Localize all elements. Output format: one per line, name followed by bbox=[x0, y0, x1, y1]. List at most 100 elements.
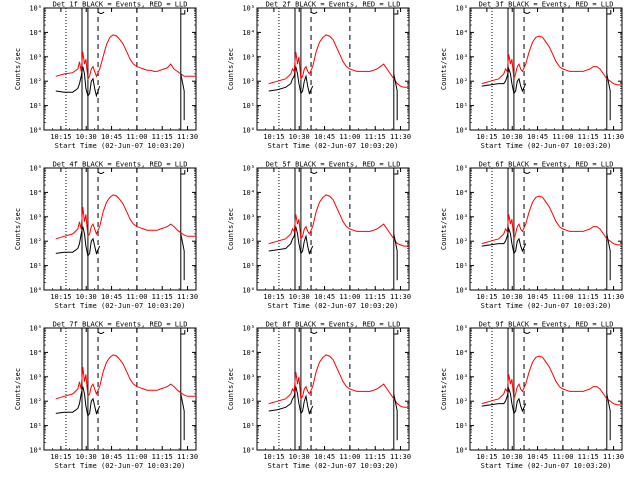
x-tick-label: 11:15 bbox=[578, 293, 599, 301]
lld-series-line bbox=[268, 194, 409, 247]
y-tick-label: 10¹ bbox=[29, 262, 42, 270]
x-tick-label: 10:30 bbox=[289, 293, 310, 301]
events-series-line bbox=[268, 226, 314, 255]
chart-svg: Det 6f BLACK = Events, RED = LLD 10⁰ 10¹ 10… bbox=[440, 161, 624, 311]
night-glyph bbox=[180, 170, 186, 175]
y-tick-label: 10² bbox=[455, 78, 468, 86]
lld-series-line bbox=[481, 355, 622, 406]
y-tick-label: 10³ bbox=[29, 53, 42, 61]
x-tick-label: 10:30 bbox=[76, 293, 97, 301]
events-series-line bbox=[481, 387, 527, 415]
x-axis-label: Start Time (02-Jun-07 10:03:20) bbox=[268, 302, 399, 310]
y-tick-label: 10¹ bbox=[455, 422, 468, 430]
y-axis-label: Counts/sec bbox=[440, 48, 448, 90]
chart-title: Det 9f BLACK = Events, RED = LLD bbox=[479, 321, 614, 329]
y-tick-label: 10³ bbox=[455, 53, 468, 61]
detector-panel: Det 6f BLACK = Events, RED = LLD 10⁰ 10¹ 10… bbox=[426, 160, 639, 320]
y-tick-label: 10⁴ bbox=[29, 349, 42, 357]
x-axis-label: Start Time (02-Jun-07 10:03:20) bbox=[55, 462, 186, 470]
y-tick-label: 10¹ bbox=[242, 262, 255, 270]
chart-svg: Det 4f BLACK = Events, RED = LLD 10⁰ 10¹ 10… bbox=[14, 161, 198, 311]
y-tick-label: 10³ bbox=[242, 213, 255, 221]
x-tick-label: 10:30 bbox=[502, 133, 523, 141]
x-tick-label: 11:30 bbox=[177, 133, 198, 141]
events-series-line bbox=[55, 386, 101, 418]
plot-frame bbox=[43, 167, 197, 291]
x-tick-label: 10:15 bbox=[50, 133, 71, 141]
y-tick-label: 10² bbox=[242, 78, 255, 86]
x-tick-label: 10:45 bbox=[527, 293, 548, 301]
x-tick-label: 10:45 bbox=[314, 133, 335, 141]
x-tick-label: 11:00 bbox=[339, 293, 360, 301]
detector-panel: Det 4f BLACK = Events, RED = LLD 10⁰ 10¹ 10… bbox=[0, 160, 213, 320]
y-tick-label: 10⁴ bbox=[455, 189, 468, 197]
y-tick-label: 10⁰ bbox=[29, 127, 42, 135]
x-tick-label: 10:45 bbox=[101, 133, 122, 141]
events-tail-segment bbox=[393, 73, 398, 121]
y-tick-label: 10⁰ bbox=[242, 287, 255, 295]
y-tick-label: 10² bbox=[29, 78, 42, 86]
y-tick-label: 10⁴ bbox=[29, 29, 42, 37]
x-tick-label: 10:30 bbox=[289, 133, 310, 141]
x-tick-label: 10:15 bbox=[263, 293, 284, 301]
plot-frame bbox=[43, 327, 197, 451]
x-tick-label: 10:30 bbox=[76, 453, 97, 461]
x-axis-label: Start Time (02-Jun-07 10:03:20) bbox=[268, 142, 399, 150]
events-tail-segment bbox=[180, 73, 185, 121]
chart-svg: Det 2f BLACK = Events, RED = LLD 10⁰ 10¹ 10… bbox=[227, 1, 411, 151]
detector-panel: Det 2f BLACK = Events, RED = LLD 10⁰ 10¹ 10… bbox=[213, 0, 426, 160]
events-tail-segment bbox=[606, 73, 611, 121]
lld-series-line bbox=[55, 194, 196, 240]
night-glyph bbox=[606, 330, 612, 335]
lld-series-line bbox=[55, 354, 196, 400]
y-tick-label: 10² bbox=[455, 238, 468, 246]
chart-title: Det 1f BLACK = Events, RED = LLD bbox=[53, 1, 188, 9]
x-axis-label: Start Time (02-Jun-07 10:03:20) bbox=[481, 462, 612, 470]
chart-title: Det 4f BLACK = Events, RED = LLD bbox=[53, 161, 188, 169]
y-tick-label: 10² bbox=[242, 398, 255, 406]
x-tick-label: 10:15 bbox=[50, 453, 71, 461]
x-tick-label: 11:15 bbox=[152, 453, 173, 461]
x-tick-label: 10:45 bbox=[527, 133, 548, 141]
y-tick-label: 10¹ bbox=[242, 102, 255, 110]
lld-series-line bbox=[481, 35, 622, 86]
plot-frame bbox=[43, 7, 197, 131]
plot-frame bbox=[256, 7, 410, 131]
x-tick-label: 10:45 bbox=[314, 453, 335, 461]
night-glyph bbox=[393, 10, 399, 15]
events-tail-segment bbox=[180, 393, 185, 441]
events-series-line bbox=[481, 227, 527, 255]
x-tick-label: 10:45 bbox=[101, 293, 122, 301]
x-tick-label: 11:30 bbox=[390, 453, 411, 461]
lld-series-line bbox=[268, 354, 409, 408]
x-tick-label: 11:30 bbox=[390, 293, 411, 301]
x-tick-label: 11:00 bbox=[126, 453, 147, 461]
y-tick-label: 10³ bbox=[242, 373, 255, 381]
events-series-line bbox=[55, 226, 101, 258]
y-tick-label: 10⁰ bbox=[29, 287, 42, 295]
x-axis-label: Start Time (02-Jun-07 10:03:20) bbox=[268, 462, 399, 470]
detector-panel: Det 3f BLACK = Events, RED = LLD 10⁰ 10¹ 10… bbox=[426, 0, 639, 160]
x-tick-label: 11:00 bbox=[339, 133, 360, 141]
y-tick-label: 10⁵ bbox=[29, 5, 42, 13]
y-tick-label: 10¹ bbox=[29, 422, 42, 430]
chart-title: Det 5f BLACK = Events, RED = LLD bbox=[266, 161, 401, 169]
y-tick-label: 10⁵ bbox=[242, 5, 255, 13]
x-tick-label: 10:30 bbox=[76, 133, 97, 141]
lld-series-line bbox=[55, 34, 196, 81]
events-series-line bbox=[268, 66, 314, 95]
y-axis-label: Counts/sec bbox=[14, 48, 22, 90]
y-tick-label: 10³ bbox=[29, 373, 42, 381]
x-tick-label: 10:15 bbox=[476, 453, 497, 461]
events-tail-segment bbox=[606, 233, 611, 281]
chart-svg: Det 3f BLACK = Events, RED = LLD 10⁰ 10¹ 10… bbox=[440, 1, 624, 151]
y-axis-label: Counts/sec bbox=[227, 208, 235, 250]
night-glyph bbox=[180, 10, 186, 15]
night-glyph bbox=[180, 330, 186, 335]
x-tick-label: 11:00 bbox=[552, 133, 573, 141]
detector-panel: Det 1f BLACK = Events, RED = LLD 10⁰ 10¹ 10… bbox=[0, 0, 213, 160]
saa-glyph bbox=[310, 171, 318, 174]
x-tick-label: 11:30 bbox=[177, 453, 198, 461]
chart-title: Det 3f BLACK = Events, RED = LLD bbox=[479, 1, 614, 9]
y-tick-label: 10² bbox=[455, 398, 468, 406]
